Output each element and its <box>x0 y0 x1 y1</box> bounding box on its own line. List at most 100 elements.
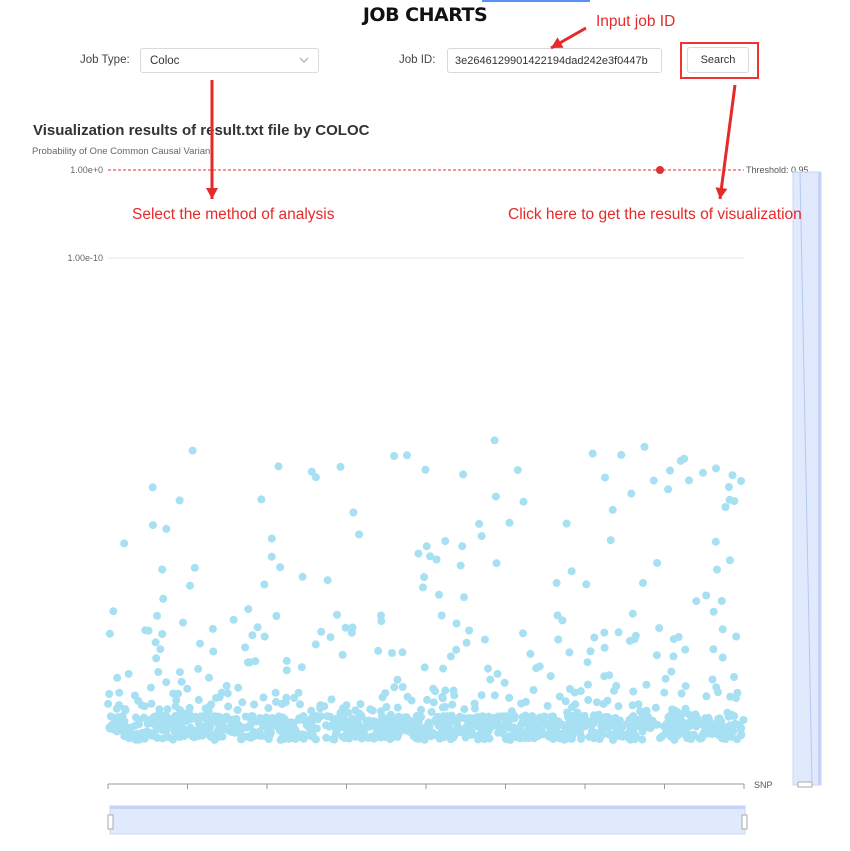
data-point <box>730 673 738 681</box>
data-point <box>736 725 745 734</box>
data-point <box>248 712 257 720</box>
data-point <box>458 542 467 551</box>
data-point <box>420 573 429 582</box>
data-point <box>311 473 320 482</box>
data-point <box>307 467 316 476</box>
data-point <box>429 729 438 738</box>
data-point <box>431 715 440 724</box>
data-point <box>196 639 204 648</box>
data-point <box>111 726 120 735</box>
data-point <box>589 734 598 743</box>
data-point <box>692 597 701 606</box>
data-point <box>403 451 411 460</box>
data-point <box>598 730 607 739</box>
data-point <box>255 727 264 736</box>
data-point <box>241 643 250 652</box>
data-point <box>702 591 711 600</box>
data-point <box>452 619 461 628</box>
y-tick-label: 1.00e-10 <box>67 253 103 263</box>
data-point <box>730 497 739 506</box>
data-point <box>507 707 516 716</box>
data-point <box>731 719 739 728</box>
data-point <box>504 723 513 732</box>
data-point <box>135 720 143 729</box>
data-point <box>372 730 381 739</box>
search-button[interactable]: Search <box>687 47 749 73</box>
data-point <box>620 730 629 739</box>
data-point <box>583 680 592 689</box>
data-point <box>500 678 509 687</box>
x-axis-label: SNP <box>754 780 773 790</box>
data-point <box>289 718 298 727</box>
data-point <box>420 663 429 672</box>
data-point <box>236 722 245 731</box>
data-point <box>587 726 596 735</box>
data-point <box>176 712 185 721</box>
data-point <box>294 688 303 697</box>
data-point <box>737 477 746 485</box>
data-point <box>327 695 336 704</box>
data-point <box>118 712 127 721</box>
data-point <box>212 693 221 702</box>
chevron-down-icon <box>299 57 309 63</box>
data-point <box>623 719 632 728</box>
zoom-handle-right <box>741 814 748 830</box>
data-point <box>414 549 423 558</box>
zoom-handle-left <box>107 814 114 830</box>
data-point <box>311 640 320 649</box>
data-point <box>562 519 571 528</box>
data-point <box>247 720 255 729</box>
data-point <box>155 705 164 714</box>
data-point <box>446 652 455 661</box>
data-point <box>567 567 576 576</box>
data-point <box>415 733 424 742</box>
data-point <box>174 689 183 698</box>
data-point <box>183 684 192 693</box>
data-point <box>713 565 721 574</box>
data-point <box>629 712 638 721</box>
data-point <box>135 735 144 744</box>
data-point <box>457 725 465 734</box>
data-point <box>175 496 184 505</box>
data-point <box>709 645 718 654</box>
data-point <box>590 633 599 642</box>
job-type-select[interactable]: Coloc <box>140 48 319 73</box>
data-point <box>323 576 332 585</box>
data-point <box>477 691 486 700</box>
data-point <box>423 728 432 737</box>
data-point <box>429 698 438 707</box>
job-id-input[interactable]: 3e2646129901422194dad242e3f0447b <box>447 48 662 73</box>
data-point <box>642 680 651 689</box>
data-point <box>739 716 748 724</box>
data-point <box>128 733 137 741</box>
data-point <box>390 452 399 460</box>
data-point <box>439 712 448 721</box>
data-point <box>437 611 446 620</box>
data-point <box>237 734 246 743</box>
data-point <box>553 611 562 620</box>
data-point <box>480 635 489 644</box>
data-point <box>152 723 161 732</box>
data-point <box>159 594 168 603</box>
data-point <box>260 632 269 641</box>
data-point <box>493 669 502 678</box>
data-point <box>296 730 305 739</box>
data-point <box>140 702 149 711</box>
data-point <box>582 580 591 589</box>
data-point <box>285 729 294 738</box>
data-point <box>524 734 533 743</box>
data-point <box>568 703 577 712</box>
data-point <box>640 442 649 451</box>
data-point <box>179 618 187 627</box>
data-point <box>465 626 474 635</box>
data-point <box>186 715 195 724</box>
data-point <box>142 730 151 739</box>
data-point <box>390 683 399 692</box>
data-point <box>426 552 435 561</box>
data-point <box>652 651 661 660</box>
data-point <box>147 699 156 708</box>
data-point <box>449 733 458 742</box>
data-point <box>194 695 203 704</box>
data-point <box>728 471 737 480</box>
data-point <box>611 714 620 722</box>
